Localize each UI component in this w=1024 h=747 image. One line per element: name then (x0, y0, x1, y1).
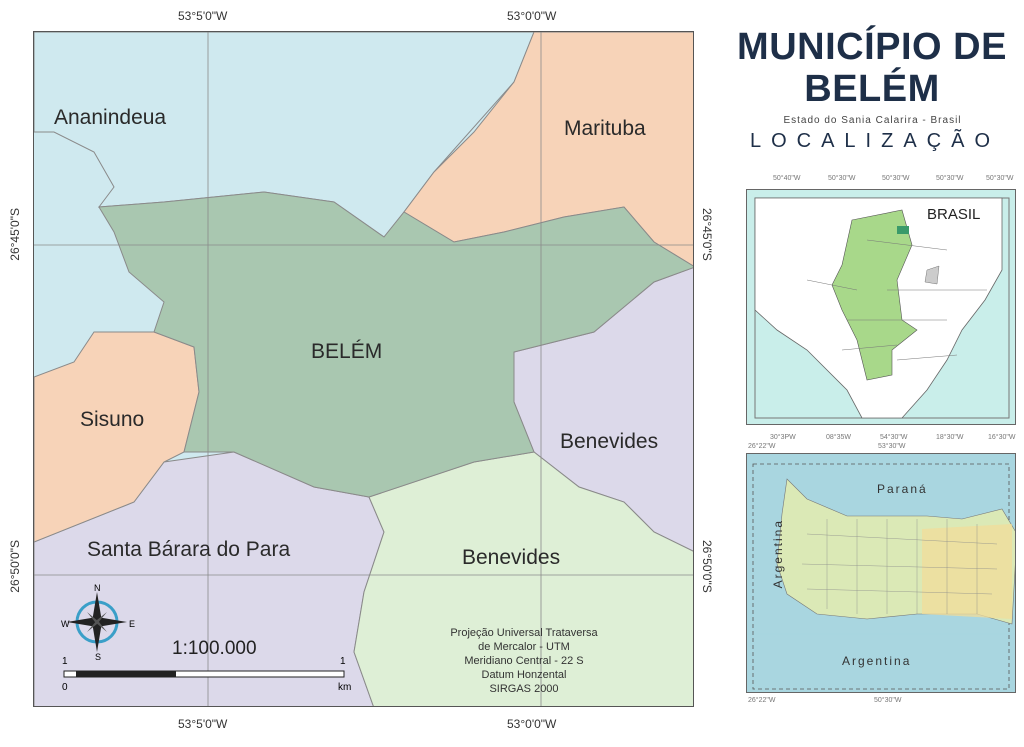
label-marituba: Marituba (564, 117, 646, 140)
inset-state-map[interactable]: Paraná Argentina Argentina (746, 453, 1016, 693)
inset-brasil-tick-bottom: 18°30"W (936, 434, 964, 441)
inset-brasil-label: BRASIL (927, 206, 981, 223)
subtitle: Estado do Sania Calarira - Brasil (783, 115, 962, 126)
inset-brasil-highlight (831, 209, 918, 381)
page-title: MUNICÍPIO DE BELÉM (727, 26, 1017, 110)
inset-state-north-label: Paraná (877, 482, 928, 496)
label-benevides-bottom: Benevides (462, 546, 561, 569)
scale-unit: km (338, 682, 352, 693)
label-belem: BELÉM (311, 340, 383, 363)
inset-state-tick-top: 53°30"W (878, 443, 906, 450)
label-benevides-right: Benevides (560, 430, 659, 453)
section-title: LOCALIZAÇÃO (749, 130, 1001, 152)
scale-bar (63, 670, 345, 678)
scale-left: 1 (62, 656, 68, 667)
inset-brasil-tick-top: 50°30"W (986, 175, 1014, 182)
coord-top-left: 53°5'0"W (178, 9, 228, 23)
scale-ratio: 1:100.000 (172, 638, 257, 659)
inset-state-tick-bottom: 26°22"W (748, 697, 776, 704)
main-map[interactable]: Ananindeua Marituba BELÉM Sisuno Benevid… (33, 31, 694, 707)
inset-state-south-label: Argentina (842, 654, 912, 668)
coord-left-upper: 26°45'0"S (8, 208, 22, 261)
label-sisuno: Sisuno (80, 408, 145, 431)
scale-right: 1 (340, 656, 346, 667)
coord-top-right: 53°0'0"W (507, 9, 557, 23)
inset-brasil-tick-bottom: 30°3PW (770, 434, 796, 441)
coord-bottom-right: 53°0'0"W (507, 717, 557, 731)
scale-zero: 0 (62, 682, 68, 693)
inset-brasil-tick-bottom: 54°30"W (880, 434, 908, 441)
projection-info: Projeção Universal Trataversa de Mercalo… (424, 626, 624, 696)
compass-s: S (95, 652, 102, 662)
inset-state-municipal-borders (801, 519, 998, 614)
coord-bottom-left: 53°5'0"W (178, 717, 228, 731)
inset-state-canvas (747, 463, 1015, 690)
inset-state-tick-top: 26°22"W (748, 443, 776, 450)
inset-brasil-tick-top: 50°40"W (773, 175, 801, 182)
inset-brasil-tick-bottom: 16°30"W (988, 434, 1016, 441)
compass-w: W (61, 619, 70, 629)
coord-left-lower: 26°50'0"S (8, 540, 22, 593)
coord-right-upper: 26°45'0"S (700, 208, 714, 261)
projection-line: de Mercalor - UTM (478, 641, 570, 653)
inset-brasil-state (924, 265, 940, 285)
compass-e: E (129, 619, 136, 629)
region-belem (98, 191, 693, 498)
inset-state-tick-bottom: 50°30"W (874, 697, 902, 704)
compass-n: N (94, 583, 101, 593)
label-santa-barbara: Santa Bárara do Para (87, 538, 291, 561)
title-line-1: MUNICÍPIO DE (737, 26, 1007, 68)
inset-state-west-label: Argentina (771, 519, 785, 589)
projection-line: Meridiano Central - 22 S (464, 655, 584, 667)
inset-brasil-tick-bottom: 08°35W (826, 434, 851, 441)
compass-rose-icon (67, 592, 127, 652)
inset-brasil-borders (806, 239, 987, 361)
inset-brasil-canvas (754, 197, 1010, 419)
inset-brasil-map[interactable]: BRASIL (746, 189, 1016, 425)
projection-line: Datum Honzental (481, 669, 567, 681)
coord-right-lower: 26°50'0"S (700, 540, 714, 593)
projection-line: SIRGAS 2000 (489, 683, 559, 695)
title-line-2: BELÉM (804, 68, 940, 110)
inset-brasil-municipality (897, 226, 909, 234)
main-map-canvas (34, 32, 693, 706)
inset-brasil-tick-top: 50°30"W (828, 175, 856, 182)
label-ananindeua: Ananindeua (54, 106, 167, 129)
inset-brasil-tick-top: 50°30"W (936, 175, 964, 182)
inset-brasil-tick-top: 50°30"W (882, 175, 910, 182)
projection-line: Projeção Universal Trataversa (450, 627, 598, 639)
inset-state-east (922, 524, 1012, 619)
